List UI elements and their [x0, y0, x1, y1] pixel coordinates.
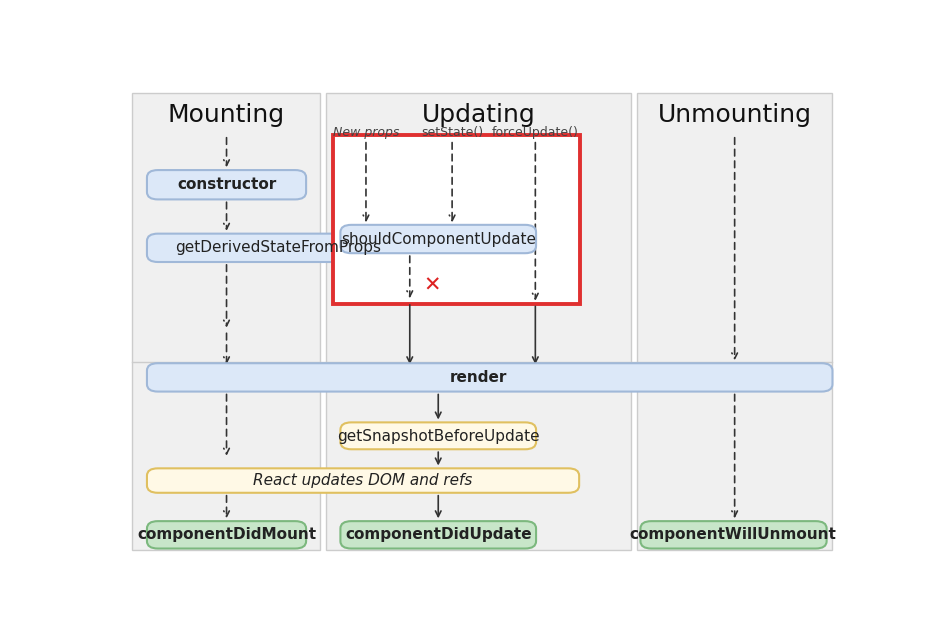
FancyBboxPatch shape: [340, 521, 536, 549]
Text: setState(): setState(): [421, 126, 483, 139]
FancyBboxPatch shape: [147, 170, 306, 199]
FancyBboxPatch shape: [340, 422, 536, 450]
FancyBboxPatch shape: [147, 521, 306, 549]
Text: render: render: [449, 370, 507, 385]
FancyBboxPatch shape: [641, 521, 827, 549]
FancyBboxPatch shape: [326, 93, 631, 551]
FancyBboxPatch shape: [340, 225, 536, 253]
Text: componentDidMount: componentDidMount: [137, 527, 317, 542]
Text: ✕: ✕: [423, 276, 441, 295]
FancyBboxPatch shape: [147, 234, 408, 262]
Text: shouldComponentUpdate: shouldComponentUpdate: [341, 232, 536, 246]
Text: Unmounting: Unmounting: [658, 104, 812, 127]
FancyBboxPatch shape: [147, 469, 579, 493]
Text: componentDidUpdate: componentDidUpdate: [345, 527, 531, 542]
FancyBboxPatch shape: [147, 363, 833, 392]
Text: React updates DOM and refs: React updates DOM and refs: [253, 473, 473, 488]
FancyBboxPatch shape: [132, 93, 320, 551]
Text: Mounting: Mounting: [168, 104, 285, 127]
FancyBboxPatch shape: [637, 93, 833, 551]
Text: getSnapshotBeforeUpdate: getSnapshotBeforeUpdate: [337, 429, 540, 444]
FancyBboxPatch shape: [333, 135, 580, 304]
Text: constructor: constructor: [177, 177, 276, 192]
Text: componentWillUnmount: componentWillUnmount: [630, 527, 836, 542]
Text: New props: New props: [333, 126, 399, 139]
Text: getDerivedStateFromProps: getDerivedStateFromProps: [174, 240, 381, 255]
Text: Updating: Updating: [421, 104, 535, 127]
Text: forceUpdate(): forceUpdate(): [492, 126, 578, 139]
